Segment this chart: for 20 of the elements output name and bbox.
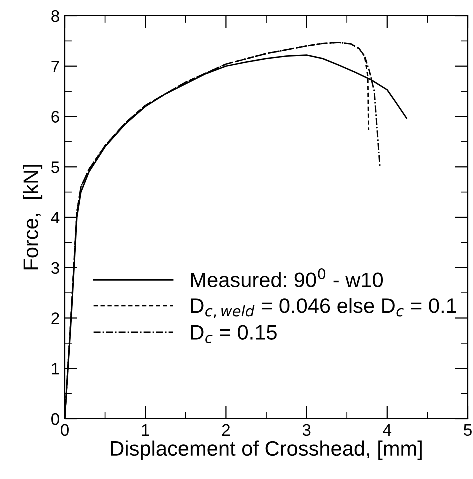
- y-tick-label: 6: [52, 111, 60, 123]
- y-tick-label: 4: [51, 212, 60, 224]
- y-tick-label: 0: [52, 413, 60, 426]
- x-tick-label: 2: [222, 424, 230, 436]
- y-tick-label: 5: [52, 162, 60, 174]
- x-axis-title: Displacement of Crosshead, [mm]: [111, 440, 422, 460]
- legend-label: D$_{c}$ = 0.15: [191, 325, 277, 344]
- y-tick-label: 8: [52, 10, 60, 22]
- y-tick-label: 3: [52, 262, 60, 274]
- x-tick-label: 5: [464, 424, 472, 436]
- y-tick-label: 2: [52, 312, 60, 324]
- x-tick-label: 0: [61, 424, 69, 436]
- legend-label: Measured: 90$^{0}$ - w10: [191, 268, 384, 288]
- x-tick-label: 4: [383, 424, 392, 436]
- y-axis-title: Force, [kN]: [23, 165, 43, 270]
- x-tick-label: 3: [302, 424, 311, 436]
- x-tick-label: 1: [142, 424, 150, 436]
- y-tick-label: 7: [52, 60, 60, 72]
- y-tick-label: 1: [52, 363, 60, 375]
- legend-label: D$_{c,weld}$ = 0.046 else D$_{c}$ = 0.1: [191, 298, 456, 318]
